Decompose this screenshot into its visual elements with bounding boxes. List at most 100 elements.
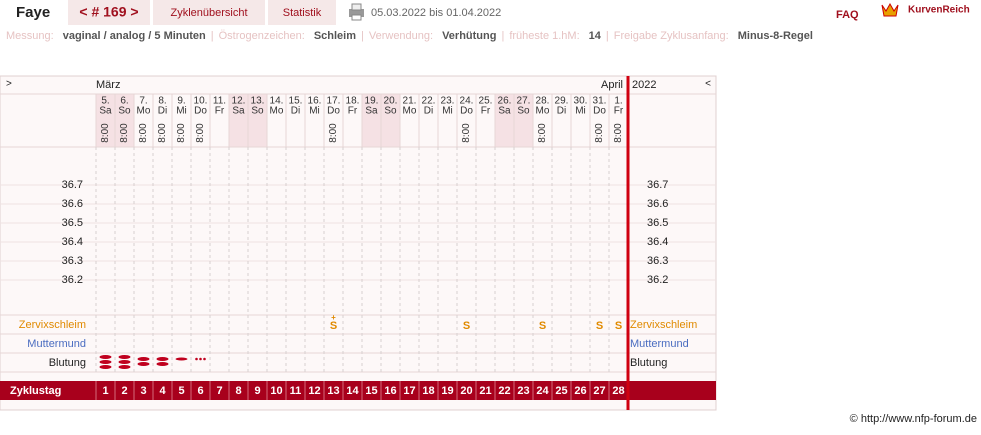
brand-icon [881,2,899,17]
separator: | [361,30,364,42]
cycle-day: 11 [290,385,302,397]
temperature-label: 36.2 [647,274,668,286]
faq-link[interactable]: FAQ [836,9,859,21]
day-date: 20. [384,96,398,107]
measure-time: 8:00 [100,123,111,143]
weekend-shade [248,94,267,147]
day-date: 17. [327,96,341,107]
cycle-day: 2 [121,385,127,397]
tab[interactable]: Zyklenübersicht [170,7,247,19]
day-weekday: Di [158,106,167,117]
cycle-day: 23 [517,385,529,397]
cycle-day: 7 [216,385,222,397]
row-label: Zervixschleim [630,319,697,331]
cycle-day: 5 [178,385,184,397]
cycle-day: 8 [235,385,241,397]
day-date: 27. [517,96,531,107]
cycle-day: 4 [159,385,166,397]
cycle-day: 28 [612,385,624,397]
setting-value: Schleim [314,30,356,42]
tab-bg [68,0,150,25]
day-weekday: Mo [270,106,284,117]
day-weekday: So [251,106,264,117]
day-date: 6. [120,96,128,107]
day-weekday: Do [460,106,473,117]
month-label: März [96,79,120,91]
weekend-shade [96,94,115,147]
bleeding-icons [99,355,206,369]
temperature-label: 36.3 [647,255,668,267]
measure-time: 8:00 [328,123,339,143]
weekend-shade [362,94,381,147]
day-weekday: Mi [176,106,187,117]
cycle-day: 16 [384,385,396,397]
mucus-mark: S [463,320,470,332]
temperature-label: 36.6 [62,198,83,210]
measure-time: 8:00 [594,123,605,143]
date-range: 05.03.2022 bis 01.04.2022 [371,7,501,19]
day-date: 9. [177,96,185,107]
mucus-mark: S [539,320,546,332]
cycle-day: 17 [403,385,415,397]
measure-time: 8:00 [176,123,187,143]
cycle-day: 26 [574,385,586,397]
cycle-day: 21 [479,385,491,397]
day-date: 5. [101,96,109,107]
day-weekday: Fr [481,106,491,117]
separator: | [501,30,504,42]
setting-value: vaginal / analog / 5 Minuten [63,30,206,42]
measure-time: 8:00 [461,123,472,143]
cycle-day: 6 [197,385,203,397]
day-weekday: So [118,106,131,117]
cycle-day: 13 [327,385,339,397]
day-date: 1. [614,96,622,107]
day-weekday: Do [327,106,340,117]
cycle-day: 20 [460,385,472,397]
day-date: 23. [441,96,455,107]
tab[interactable]: Statistik [283,7,322,19]
setting-label: Freigabe Zyklusanfang: [614,30,729,42]
year-label: 2022 [632,79,656,91]
day-weekday: Sa [365,106,378,117]
user-name: Faye [16,4,50,21]
temperature-label: 36.5 [647,217,668,229]
measure-time: 8:00 [157,123,168,143]
row-label: Blutung [630,357,667,369]
day-date: 12. [232,96,246,107]
cycle-day: 25 [555,385,567,397]
setting-value: Verhütung [442,30,496,42]
month-label: April [601,79,623,91]
brand-link[interactable]: KurvenReich [908,5,970,16]
day-weekday: Do [194,106,207,117]
cycle-nav[interactable]: < # 169 > [79,4,138,20]
setting-value: Minus-8-Regel [738,30,813,42]
day-date: 16. [308,96,322,107]
row-label: Blutung [49,357,86,369]
day-weekday: Sa [498,106,511,117]
mucus-note: + [331,313,336,322]
mucus-mark: S [596,320,603,332]
day-weekday: Fr [348,106,358,117]
measure-time: 8:00 [195,123,206,143]
weekend-shade [381,94,400,147]
cycle-day: 1 [102,385,108,397]
day-date: 13. [251,96,265,107]
separator: | [211,30,214,42]
weekend-shade [514,94,533,147]
print-icon[interactable] [349,3,364,21]
weekend-shade [115,94,134,147]
temperature-label: 36.2 [62,274,83,286]
day-date: 26. [498,96,512,107]
weekend-shade [495,94,514,147]
nav-prev[interactable]: > [6,79,12,90]
cycle-day: 18 [422,385,434,397]
cycle-day: 24 [536,385,549,397]
nav-next[interactable]: < [705,79,711,90]
day-date: 21. [403,96,417,107]
separator: | [606,30,609,42]
setting-label: Messung: [6,30,54,42]
day-date: 28. [536,96,550,107]
day-weekday: So [517,106,530,117]
